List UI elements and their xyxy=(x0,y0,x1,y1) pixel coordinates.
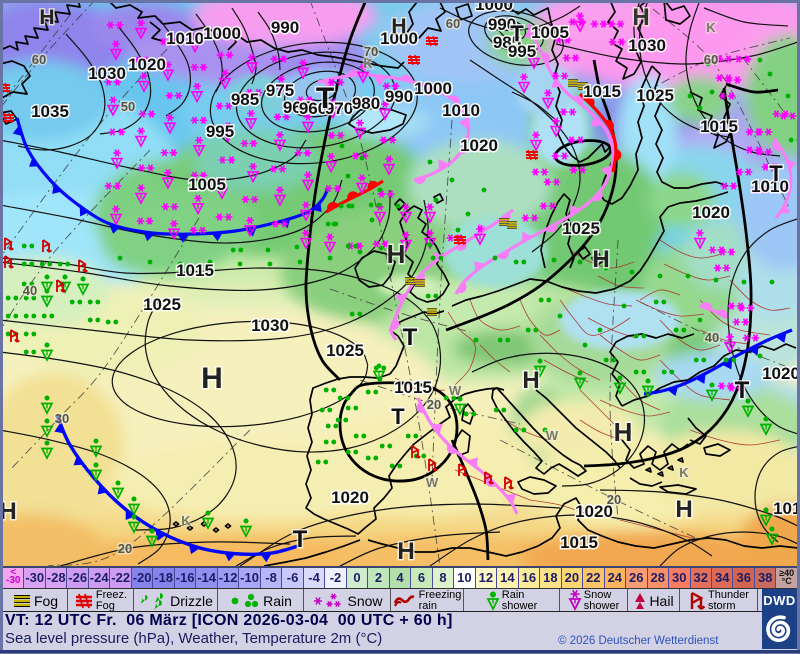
svg-text:1005: 1005 xyxy=(188,175,226,194)
svg-text:40: 40 xyxy=(23,283,37,298)
svg-text:1010: 1010 xyxy=(773,499,797,518)
svg-text:1030: 1030 xyxy=(628,36,666,55)
svg-text:H: H xyxy=(3,498,17,525)
svg-text:H: H xyxy=(592,246,609,273)
svg-text:W: W xyxy=(426,475,439,490)
svg-text:965: 965 xyxy=(283,98,311,117)
svg-text:985: 985 xyxy=(493,33,521,52)
svg-text:995: 995 xyxy=(508,42,536,61)
svg-text:T: T xyxy=(403,324,418,351)
svg-text:T: T xyxy=(316,82,334,115)
svg-text:K: K xyxy=(679,465,689,480)
svg-text:1025: 1025 xyxy=(143,295,181,314)
svg-text:1030: 1030 xyxy=(88,64,126,83)
svg-text:1030: 1030 xyxy=(251,316,289,335)
svg-text:1000: 1000 xyxy=(380,29,418,48)
svg-text:1015: 1015 xyxy=(583,82,621,101)
svg-text:60: 60 xyxy=(446,16,460,31)
svg-text:T: T xyxy=(735,377,750,404)
svg-text:1000: 1000 xyxy=(203,24,241,43)
svg-text:990: 990 xyxy=(271,18,299,37)
svg-text:1025: 1025 xyxy=(326,341,364,360)
svg-text:1010: 1010 xyxy=(166,29,204,48)
svg-text:1015: 1015 xyxy=(560,533,598,552)
svg-text:985: 985 xyxy=(231,90,259,109)
svg-text:H: H xyxy=(675,496,692,523)
svg-text:W: W xyxy=(546,428,559,443)
svg-text:1005: 1005 xyxy=(531,23,569,42)
svg-text:995: 995 xyxy=(206,122,234,141)
svg-text:T: T xyxy=(391,404,405,429)
svg-text:H: H xyxy=(39,6,54,29)
svg-text:1010: 1010 xyxy=(442,101,480,120)
svg-text:980: 980 xyxy=(352,94,380,113)
svg-text:K: K xyxy=(181,513,191,528)
svg-text:T: T xyxy=(293,526,308,553)
svg-text:1000: 1000 xyxy=(475,3,513,14)
svg-text:H: H xyxy=(387,239,406,269)
svg-text:20: 20 xyxy=(607,492,621,507)
svg-text:20: 20 xyxy=(427,397,441,412)
svg-text:1020: 1020 xyxy=(575,502,613,521)
svg-text:1010: 1010 xyxy=(751,177,789,196)
svg-text:H: H xyxy=(391,15,406,38)
svg-text:1035: 1035 xyxy=(31,102,69,121)
svg-text:H: H xyxy=(522,367,539,394)
svg-text:H: H xyxy=(614,417,633,447)
svg-text:T: T xyxy=(510,21,524,46)
svg-text:960: 960 xyxy=(299,99,327,118)
svg-text:1020: 1020 xyxy=(128,55,166,74)
svg-text:H: H xyxy=(632,4,649,31)
svg-text:1000: 1000 xyxy=(414,79,452,98)
svg-text:1025: 1025 xyxy=(636,86,674,105)
svg-text:K: K xyxy=(706,20,716,35)
svg-text:60: 60 xyxy=(32,52,46,67)
svg-text:H: H xyxy=(201,362,223,395)
svg-text:H: H xyxy=(397,538,414,565)
svg-text:T: T xyxy=(769,161,783,186)
svg-text:1020: 1020 xyxy=(692,203,730,222)
svg-text:970: 970 xyxy=(325,99,353,118)
svg-text:K: K xyxy=(363,56,373,71)
svg-text:1015: 1015 xyxy=(176,261,214,280)
svg-text:1020: 1020 xyxy=(460,136,498,155)
svg-text:990: 990 xyxy=(488,15,516,34)
svg-text:1015: 1015 xyxy=(700,117,738,136)
svg-text:30: 30 xyxy=(55,411,69,426)
svg-text:W: W xyxy=(449,383,462,398)
svg-text:1020: 1020 xyxy=(762,364,797,383)
svg-text:60: 60 xyxy=(704,52,718,67)
svg-text:975: 975 xyxy=(266,81,294,100)
svg-text:20: 20 xyxy=(118,541,132,556)
svg-text:1015: 1015 xyxy=(394,378,432,397)
svg-text:70: 70 xyxy=(364,44,378,59)
svg-text:50: 50 xyxy=(121,99,135,114)
svg-text:990: 990 xyxy=(385,87,413,106)
svg-text:40: 40 xyxy=(705,330,719,345)
svg-text:1020: 1020 xyxy=(331,488,369,507)
svg-text:1025: 1025 xyxy=(562,219,600,238)
